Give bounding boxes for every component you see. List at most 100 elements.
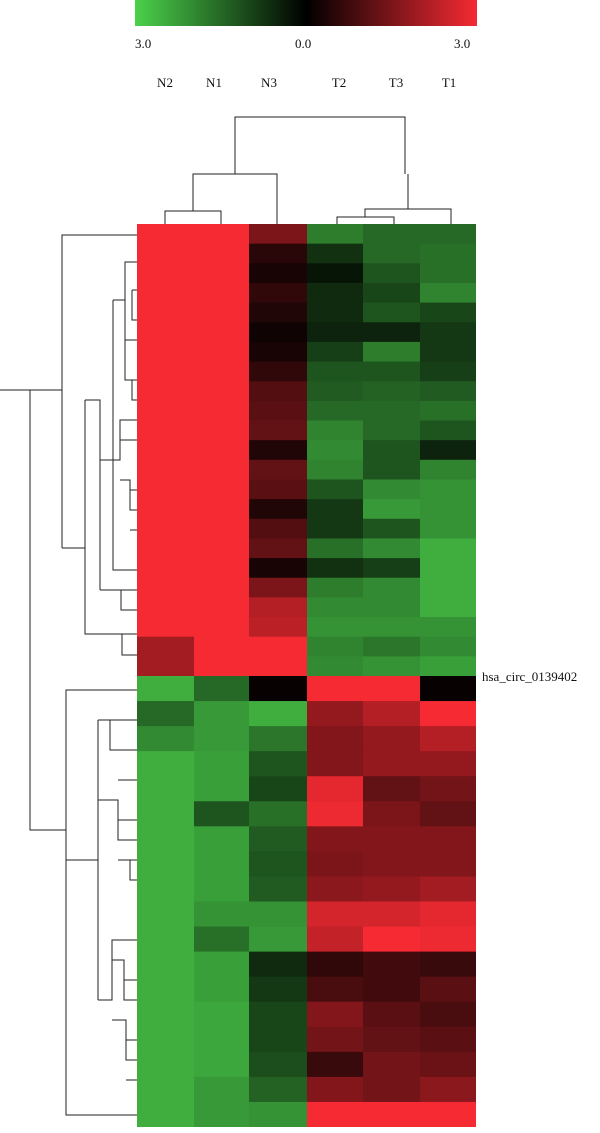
heatmap-cell-r22-N1 — [194, 656, 250, 677]
color-scale-bar — [135, 0, 477, 26]
heatmap-cell-r10-T3 — [363, 420, 421, 441]
color-scale-max-label: 3.0 — [454, 36, 471, 51]
heatmap-cell-r19-T1 — [420, 597, 476, 618]
heatmap-cell-r17-T3 — [363, 558, 421, 579]
heatmap-cell-r6-T2 — [307, 341, 364, 363]
heatmap-cell-r31-T3 — [363, 876, 421, 902]
heatmap-cell-r12-T2 — [307, 459, 364, 480]
heatmap-cell-r2-N1 — [194, 263, 250, 284]
heatmap-cell-r18-T3 — [363, 577, 421, 598]
heatmap-cell-r40-T3 — [363, 1101, 421, 1127]
heatmap-cell-r8-T2 — [307, 381, 364, 402]
heatmap-cell-r38-T3 — [363, 1051, 421, 1078]
heatmap-cell-r20-T3 — [363, 617, 421, 638]
heatmap-cell-r28-N2 — [137, 801, 195, 827]
heatmap-cell-r35-N2 — [137, 976, 195, 1003]
heatmap-cell-r40-N3 — [249, 1101, 308, 1127]
heatmap-cell-r1-N2 — [137, 243, 195, 264]
heatmap-cell-r31-T1 — [420, 876, 476, 902]
heatmap-cell-r33-N2 — [137, 926, 195, 953]
heatmap-cell-r10-T1 — [420, 420, 476, 441]
heatmap-cell-r25-N1 — [194, 726, 250, 752]
heatmap-cell-r40-N1 — [194, 1101, 250, 1127]
heatmap-cell-r6-N3 — [249, 341, 308, 363]
heatmap-cell-r19-N3 — [249, 597, 308, 618]
heatmap-cell-r22-T2 — [307, 656, 364, 677]
heatmap-cell-r21-N2 — [137, 636, 195, 657]
heatmap-cell-r25-N3 — [249, 726, 308, 752]
heatmap-cell-r35-N3 — [249, 976, 308, 1003]
column-dendrogram — [164, 116, 452, 224]
heatmap-cell-r1-T3 — [363, 243, 421, 264]
heatmap-cell-r26-T3 — [363, 751, 421, 777]
heatmap-cell-r2-N2 — [137, 263, 195, 284]
heatmap-cell-r22-T3 — [363, 656, 421, 677]
heatmap-cell-r32-T2 — [307, 901, 364, 928]
heatmap-cell-r36-N1 — [194, 1001, 250, 1028]
heatmap-cell-r28-T1 — [420, 801, 476, 827]
heatmap-cell-r13-T3 — [363, 479, 421, 500]
heatmap-cell-r4-N3 — [249, 302, 308, 323]
heatmap-cell-r3-N3 — [249, 282, 308, 304]
heatmap-cell-r3-T1 — [420, 282, 476, 304]
heatmap-cell-r25-T1 — [420, 726, 476, 752]
heatmap-cell-r33-N3 — [249, 926, 308, 953]
row-dendrogram — [0, 234, 137, 1116]
heatmap-cell-r14-N1 — [194, 499, 250, 520]
heatmap-cell-r14-T3 — [363, 499, 421, 520]
heatmap-cell-r34-T1 — [420, 951, 476, 978]
heatmap-cell-r27-T1 — [420, 776, 476, 802]
heatmap-cell-r12-N2 — [137, 459, 195, 480]
heatmap-cell-r27-T2 — [307, 776, 364, 802]
heatmap-cell-r37-N3 — [249, 1026, 308, 1053]
heatmap-cell-r13-N3 — [249, 479, 308, 500]
heatmap-cell-r15-T2 — [307, 518, 364, 539]
heatmap-cell-r18-N3 — [249, 577, 308, 598]
heatmap-cell-r30-T1 — [420, 851, 476, 877]
heatmap-cell-r0-T1 — [420, 224, 476, 245]
heatmap-cell-r7-N2 — [137, 361, 195, 382]
heatmap-cell-r9-N1 — [194, 400, 250, 422]
heatmap-cell-r22-N2 — [137, 656, 195, 677]
heatmap-cell-r27-N2 — [137, 776, 195, 802]
heatmap-cell-r10-N1 — [194, 420, 250, 441]
heatmap-cell-r18-N2 — [137, 577, 195, 598]
heatmap-cell-r12-T1 — [420, 459, 476, 480]
heatmap-cell-r7-T1 — [420, 361, 476, 382]
heatmap-cell-r32-N3 — [249, 901, 308, 928]
heatmap-cell-r8-N2 — [137, 381, 195, 402]
heatmap-cell-r21-T1 — [420, 636, 476, 657]
heatmap-cell-r9-N2 — [137, 400, 195, 422]
heatmap-cell-r2-N3 — [249, 263, 308, 284]
heatmap-cell-r24-T1 — [420, 701, 476, 727]
heatmap-cell-r4-T1 — [420, 302, 476, 323]
heatmap-cell-r19-T2 — [307, 597, 364, 618]
heatmap-cell-r31-N1 — [194, 876, 250, 902]
heatmap-cell-r15-N3 — [249, 518, 308, 539]
heatmap-cell-r3-N2 — [137, 282, 195, 304]
heatmap-cell-r12-N3 — [249, 459, 308, 480]
heatmap-cell-r33-N1 — [194, 926, 250, 953]
heatmap-cell-r31-N2 — [137, 876, 195, 902]
column-label-N3: N3 — [261, 75, 277, 90]
heatmap-cell-r0-N1 — [194, 224, 250, 245]
heatmap-cell-r30-T3 — [363, 851, 421, 877]
heatmap-cell-r35-T1 — [420, 976, 476, 1003]
heatmap-cell-r0-T3 — [363, 224, 421, 245]
heatmap-cell-r7-N3 — [249, 361, 308, 382]
heatmap-cell-r33-T2 — [307, 926, 364, 953]
heatmap-cell-r23-T3 — [363, 676, 421, 702]
color-scale-mid-label: 0.0 — [295, 36, 312, 51]
heatmap-cell-r29-N1 — [194, 826, 250, 852]
heatmap-cell-r24-T2 — [307, 701, 364, 727]
heatmap-cell-r6-N1 — [194, 341, 250, 363]
heatmap-cell-r19-N1 — [194, 597, 250, 618]
heatmap-cell-r32-T1 — [420, 901, 476, 928]
heatmap-cell-r23-T2 — [307, 676, 364, 702]
heatmap-cell-r31-T2 — [307, 876, 364, 902]
heatmap-cell-r30-N1 — [194, 851, 250, 877]
heatmap-cell-r39-T3 — [363, 1076, 421, 1103]
heatmap-cell-r34-N2 — [137, 951, 195, 978]
heatmap-cell-r18-N1 — [194, 577, 250, 598]
heatmap-cell-r11-T1 — [420, 440, 476, 461]
